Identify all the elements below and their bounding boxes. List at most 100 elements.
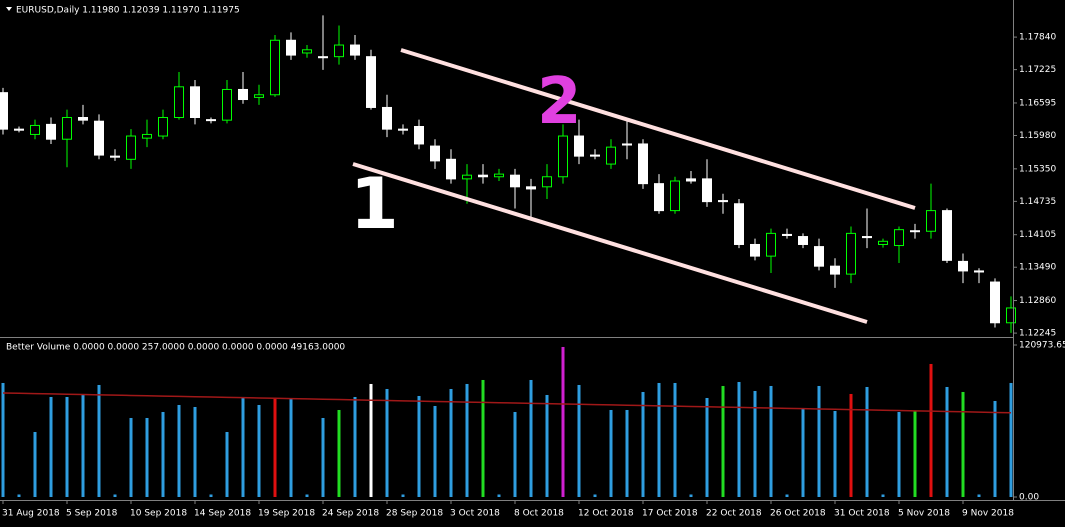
y-tick-label: 1.14105: [1019, 230, 1056, 240]
candle-body: [926, 210, 936, 232]
candle-body: [238, 88, 248, 101]
x-tick-label: 19 Sep 2018: [258, 509, 315, 519]
volume-bar: [945, 386, 949, 497]
volume-bar: [705, 397, 709, 497]
candle-body: [974, 270, 984, 273]
candle-body: [782, 233, 792, 236]
volume-bar: [977, 494, 981, 497]
volume-bar: [273, 397, 277, 497]
candle-body: [350, 44, 360, 56]
candle-body: [206, 119, 216, 122]
volume-bar: [241, 396, 245, 497]
volume-bar: [753, 390, 757, 497]
candle-body: [446, 158, 456, 180]
candle-body: [126, 135, 136, 160]
volume-bar: [961, 391, 965, 497]
y-tick-label: 1.16595: [1019, 98, 1056, 108]
candle-body: [670, 180, 680, 212]
volume-bar: [177, 404, 181, 497]
volume-bar: [609, 409, 613, 497]
volume-bar: [481, 379, 485, 497]
volume-bar: [625, 409, 629, 497]
candle-body: [894, 229, 904, 247]
volume-bar: [689, 494, 693, 497]
volume-bar: [433, 405, 437, 497]
x-tick-label: 26 Oct 2018: [770, 509, 826, 519]
volume-bar: [449, 388, 453, 497]
annotation: 2: [537, 65, 582, 139]
volume-bar: [193, 406, 197, 497]
candle-body: [622, 143, 632, 146]
candle-body: [14, 128, 24, 131]
volume-bar: [65, 396, 69, 497]
volume-bar: [769, 385, 773, 497]
volume-bar: [881, 494, 885, 497]
volume-bar: [1009, 382, 1013, 497]
candle-body: [798, 236, 808, 245]
candle-body: [158, 117, 168, 137]
candle-body: [1006, 307, 1016, 324]
candle-body: [62, 117, 72, 140]
volume-bar: [33, 431, 37, 497]
y-tick-label: 1.15980: [1019, 131, 1056, 141]
volume-bar: [561, 346, 565, 497]
candle-body: [510, 174, 520, 188]
candle-body: [590, 154, 600, 157]
candle-body: [414, 126, 424, 145]
volume-bar: [257, 404, 261, 497]
candle-body: [462, 174, 472, 180]
indicator-title: Better Volume 0.0000 0.0000 257.0000 0.0…: [6, 343, 345, 353]
candle-body: [542, 176, 552, 188]
candle-body: [766, 232, 776, 257]
candle-body: [110, 155, 120, 158]
volume-average-line: [2, 392, 1012, 414]
candle-body: [606, 146, 616, 165]
y-tick-label: 1.12860: [1019, 296, 1056, 306]
y-tick-label: 1.15350: [1019, 164, 1056, 174]
x-tick-label: 22 Oct 2018: [706, 509, 762, 519]
volume-bar: [785, 494, 789, 497]
candle-body: [862, 236, 872, 239]
candle-body: [430, 145, 440, 162]
volume-bar: [865, 386, 869, 497]
menu-icon[interactable]: [6, 7, 12, 11]
volume-bar: [97, 384, 101, 497]
volume-bar: [849, 393, 853, 497]
x-tick-label: 14 Sep 2018: [194, 509, 251, 519]
candle-body: [846, 232, 856, 275]
candle-body: [494, 173, 504, 178]
candle-body: [990, 281, 1000, 324]
candle-body: [398, 128, 408, 131]
candle-body: [958, 260, 968, 272]
candle-body: [814, 246, 824, 267]
candle-body: [574, 135, 584, 157]
candle-body: [558, 135, 568, 178]
y-tick-label: 1.17840: [1019, 33, 1056, 43]
volume-bar: [657, 382, 661, 497]
x-tick-label: 8 Oct 2018: [514, 509, 564, 519]
x-tick-label: 5 Nov 2018: [898, 509, 950, 519]
volume-bar: [225, 431, 229, 497]
candle-body: [686, 178, 696, 182]
volume-bar: [129, 417, 133, 497]
volume-bar: [161, 411, 165, 497]
volume-bar: [337, 409, 341, 497]
candle-body: [478, 174, 488, 178]
volume-bar: [465, 383, 469, 497]
trend-line: [400, 48, 916, 210]
candle-body: [638, 143, 648, 185]
volume-bar: [913, 410, 917, 497]
candle-body: [526, 186, 536, 190]
volume-bar: [721, 385, 725, 497]
y-tick-label: 1.17225: [1019, 65, 1056, 75]
volume-bar: [321, 417, 325, 497]
volume-bar: [145, 417, 149, 497]
volume-bar: [817, 385, 821, 497]
candle-body: [142, 133, 152, 139]
candle-body: [382, 106, 392, 130]
candle-body: [46, 123, 56, 140]
volume-bar: [801, 407, 805, 497]
candle-body: [654, 183, 664, 212]
